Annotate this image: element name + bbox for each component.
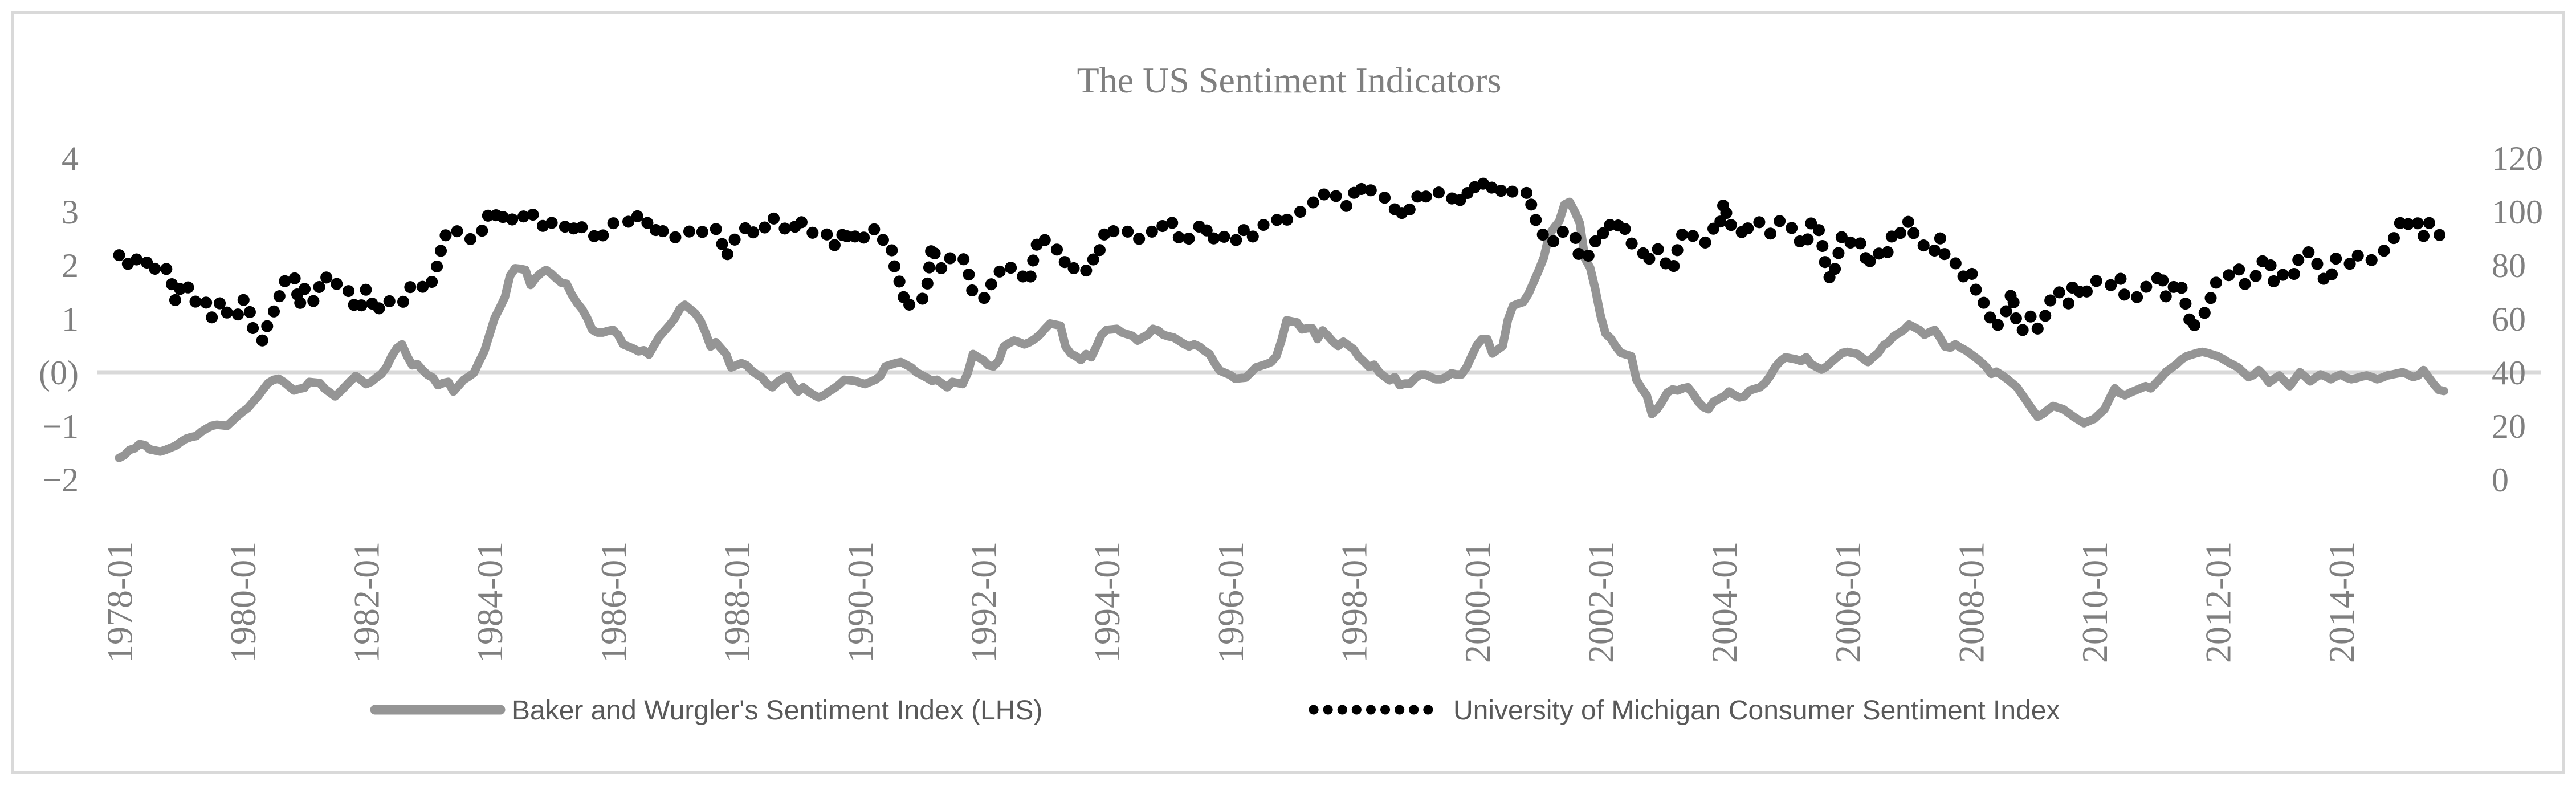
x-axis-tick-label: 1980-01 [223, 542, 263, 663]
x-axis-tick-label: 2012-01 [2198, 542, 2239, 663]
x-axis-tick-label: 1996-01 [1210, 542, 1251, 663]
legend-item-michigan: University of Michigan Consumer Sentimen… [1309, 695, 2060, 726]
x-axis-tick-label: 2006-01 [1828, 542, 1868, 663]
left-axis-tick-label: −1 [42, 408, 79, 445]
left-axis-tick-label: 2 [62, 247, 79, 284]
left-axis-tick-label: (0) [39, 354, 79, 392]
right-axis-tick-labels: 120 100 80 60 40 20 0 [2492, 140, 2543, 499]
michigan-series-dotted-line [113, 173, 2450, 347]
x-axis-tick-label: 1994-01 [1087, 542, 1127, 663]
x-axis-tick-label: 2004-01 [1704, 542, 1744, 663]
chart-title: The US Sentiment Indicators [1077, 60, 1502, 100]
right-axis-tick-label: 60 [2492, 300, 2526, 338]
x-axis-tick-label: 1982-01 [347, 542, 387, 663]
x-axis-tick-label: 2010-01 [2074, 542, 2115, 663]
left-axis-tick-label: 1 [62, 300, 79, 338]
x-axis-tick-label: 1998-01 [1334, 542, 1374, 663]
right-axis-tick-label: 40 [2492, 354, 2526, 392]
right-axis-tick-label: 80 [2492, 247, 2526, 284]
legend: Baker and Wurgler's Sentiment Index (LHS… [370, 695, 2060, 726]
right-axis-tick-label: 0 [2492, 461, 2509, 499]
x-axis-tick-label: 2008-01 [1951, 542, 1991, 663]
right-axis-tick-label: 120 [2492, 140, 2543, 177]
x-axis-tick-label: 1988-01 [716, 542, 757, 663]
legend-item-baker-wurgler: Baker and Wurgler's Sentiment Index (LHS… [370, 695, 1042, 726]
x-axis-tick-label: 2014-01 [2321, 542, 2362, 663]
right-axis-tick-label: 20 [2492, 408, 2526, 445]
left-axis-tick-labels: 4 3 2 1 (0) −1 −2 [39, 140, 79, 499]
x-axis-tick-label: 1978-01 [99, 542, 140, 663]
left-axis-tick-label: 3 [62, 193, 79, 231]
x-axis-tick-label: 2002-01 [1581, 542, 1621, 663]
x-axis-tick-label: 1990-01 [840, 542, 881, 663]
left-axis-tick-label: −2 [42, 461, 79, 499]
legend-label-michigan: University of Michigan Consumer Sentimen… [1453, 695, 2060, 726]
x-axis-tick-label: 1992-01 [964, 542, 1004, 663]
baker-wurgler-series-line [115, 197, 2448, 462]
legend-label-baker-wurgler: Baker and Wurgler's Sentiment Index (LHS… [512, 695, 1042, 726]
x-axis-tick-label: 2000-01 [1457, 542, 1498, 663]
x-axis-tick-label: 1984-01 [470, 542, 510, 663]
x-axis-tick-labels: 1978-01 1980-01 1982-01 1984-01 1986-01 1988-… [99, 542, 2362, 663]
x-axis-tick-label: 1986-01 [593, 542, 634, 663]
left-axis-tick-label: 4 [62, 140, 79, 177]
right-axis-tick-label: 100 [2492, 193, 2543, 231]
chart-frame [11, 11, 2565, 774]
